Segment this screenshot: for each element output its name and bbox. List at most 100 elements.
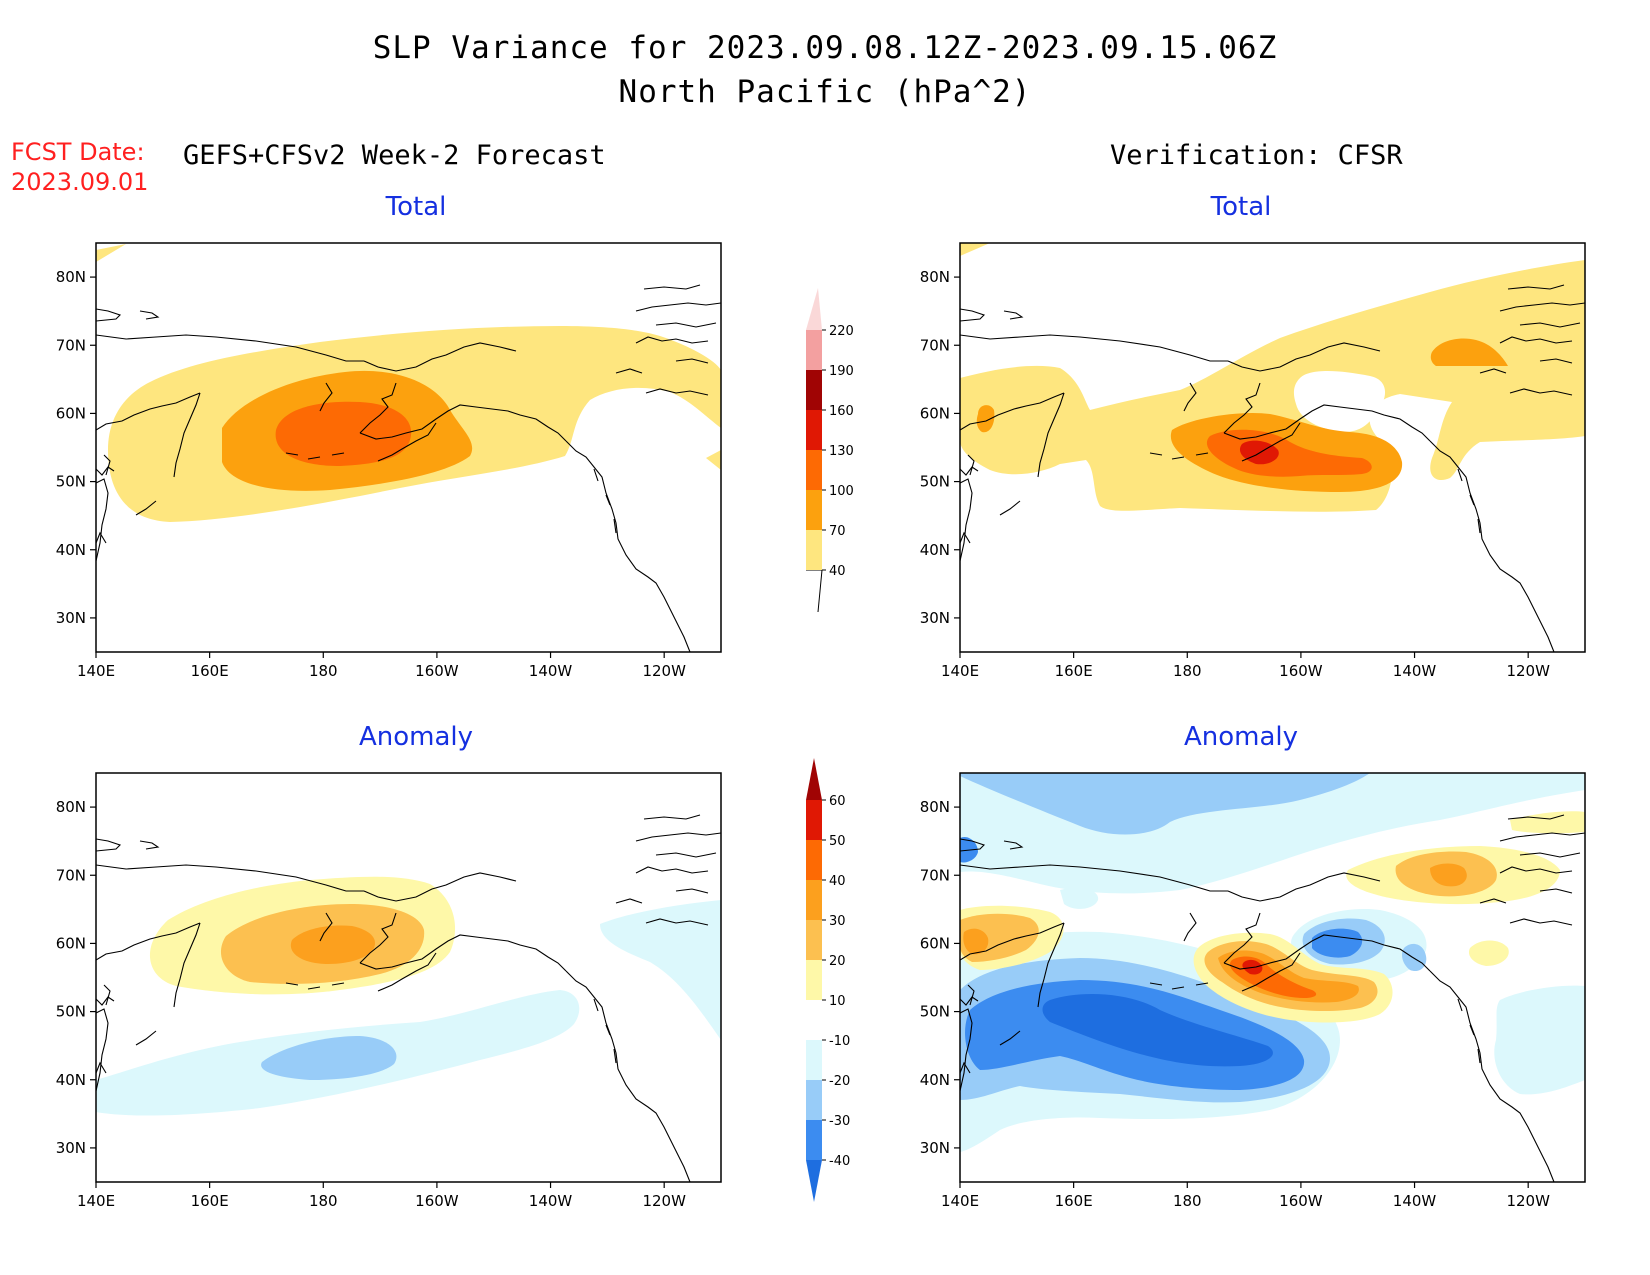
colorbar-upper-arrow (806, 758, 822, 800)
colorbar-label: -10 (829, 1034, 850, 1049)
panel-title-fcst-anomaly: Anomaly (358, 722, 474, 752)
y-tick-label: 70N (56, 866, 86, 884)
x-tick-label: 160W (1279, 662, 1323, 680)
x-tick-label: 120W (1506, 662, 1550, 680)
x-tick-label: 180 (1173, 662, 1202, 680)
contour-fill-40 (706, 450, 721, 470)
colorbar-lower-arrow (806, 569, 823, 613)
contour-fill-neg10 (1060, 887, 1099, 909)
y-tick-label: 70N (56, 336, 86, 354)
contour-fill-40-hole (1293, 371, 1386, 432)
colorbar-segment (806, 1040, 822, 1080)
colorbar-total: 40 70 100 130 160 190 220 (806, 288, 854, 613)
colorbar-upper-arrow (806, 288, 822, 330)
colorbar-segment (806, 330, 822, 370)
x-tick-label: 140W (529, 1192, 573, 1210)
contour-fill-pos30 (290, 925, 376, 964)
colorbar-label: -20 (829, 1074, 850, 1089)
contour-fill-neg20 (960, 773, 1370, 835)
y-tick-label: 30N (56, 609, 86, 627)
y-tick-label: 40N (56, 1071, 86, 1089)
map-panel-fcst-total (95, 242, 722, 653)
x-tick-label: 120W (1506, 1192, 1550, 1210)
colorbar-label: 40 (829, 874, 846, 889)
x-tick-label: 160E (1055, 662, 1093, 680)
x-tick-label: 140E (77, 662, 115, 680)
contour-fill-pos30 (1430, 863, 1467, 887)
colorbar-label: -30 (829, 1114, 850, 1129)
colorbar-label: 190 (829, 364, 854, 379)
fcst-date-value: 2023.09.01 (11, 168, 149, 196)
panel-title-fcst-total: Total (385, 192, 447, 222)
contour-fill-neg10 (1494, 985, 1585, 1095)
contour-fill-40 (960, 243, 990, 256)
y-tick-label: 70N (920, 336, 950, 354)
x-tick-label: 160E (1055, 1192, 1093, 1210)
verification-column-title: Verification: CFSR (1110, 140, 1403, 171)
forecast-column-title: GEFS+CFSv2 Week-2 Forecast (183, 140, 606, 171)
map-panel-verif-total (959, 242, 1586, 653)
colorbar-label: -40 (829, 1154, 850, 1169)
y-tick-label: 80N (920, 268, 950, 286)
y-tick-label: 30N (920, 609, 950, 627)
contour-fill-40 (960, 260, 1585, 512)
colorbar-label: 220 (829, 324, 854, 339)
colorbar-segment (806, 530, 822, 570)
map-panel-verif-anomaly (959, 772, 1586, 1183)
contour-fill-70 (1430, 338, 1508, 366)
y-tick-label: 70N (920, 866, 950, 884)
colorbar-segment (806, 370, 822, 410)
x-tick-label: 160E (191, 662, 229, 680)
y-tick-label: 60N (920, 404, 950, 422)
x-tick-label: 160W (415, 662, 459, 680)
x-tick-label: 140W (1393, 1192, 1437, 1210)
x-tick-label: 160W (1279, 1192, 1323, 1210)
contour-fill-neg40 (1042, 994, 1273, 1067)
y-tick-label: 60N (56, 404, 86, 422)
colorbar-segment (806, 880, 822, 920)
contour-fill-40 (96, 244, 126, 262)
y-tick-label: 40N (920, 541, 950, 559)
contour-fill-pos10 (1468, 940, 1509, 966)
colorbar-segment (806, 920, 822, 960)
contour-fill-pos30 (963, 928, 989, 955)
colorbar-lower-arrow (806, 1160, 822, 1202)
y-tick-label: 60N (56, 934, 86, 952)
x-tick-label: 180 (1173, 1192, 1202, 1210)
x-tick-label: 140E (941, 662, 979, 680)
contour-fill-70 (976, 405, 995, 433)
axis-ticks: 140E 160E 180 160W 140W 120W 80N 70N 60N 50N 40N 30… (56, 268, 1550, 1210)
figure-subtitle: North Pacific (hPa^2) (618, 74, 1032, 110)
colorbar-label: 70 (829, 524, 846, 539)
contour-fill-pos10 (1510, 811, 1585, 834)
colorbar-segment (806, 450, 822, 490)
colorbar-label: 130 (829, 444, 854, 459)
x-tick-label: 160W (415, 1192, 459, 1210)
figure-title: SLP Variance for 2023.09.08.12Z-2023.09.… (372, 30, 1278, 66)
fcst-date-label: FCST Date: (11, 138, 145, 166)
contour-fill-neg30 (1312, 928, 1363, 958)
x-tick-label: 140W (529, 662, 573, 680)
colorbar-segment (806, 490, 822, 530)
colorbar-segment (806, 800, 822, 840)
panel-title-verif-anomaly: Anomaly (1183, 722, 1299, 752)
colorbar-segment (806, 410, 822, 450)
colorbar-segment (806, 1000, 822, 1040)
y-tick-label: 60N (920, 934, 950, 952)
y-tick-label: 30N (920, 1139, 950, 1157)
colorbar-label: 60 (829, 794, 846, 809)
y-tick-label: 30N (56, 1139, 86, 1157)
contour-fill-neg20 (261, 1036, 397, 1080)
colorbar-label: 30 (829, 914, 846, 929)
colorbar-label: 10 (829, 994, 846, 1009)
y-tick-label: 50N (56, 1003, 86, 1021)
x-tick-label: 120W (642, 662, 686, 680)
x-tick-label: 120W (642, 1192, 686, 1210)
contour-fill-100 (275, 401, 412, 466)
map-panel-fcst-anomaly (95, 772, 722, 1183)
y-tick-label: 80N (56, 798, 86, 816)
colorbar-segment (806, 840, 822, 880)
x-tick-label: 180 (309, 662, 338, 680)
y-tick-label: 40N (56, 541, 86, 559)
